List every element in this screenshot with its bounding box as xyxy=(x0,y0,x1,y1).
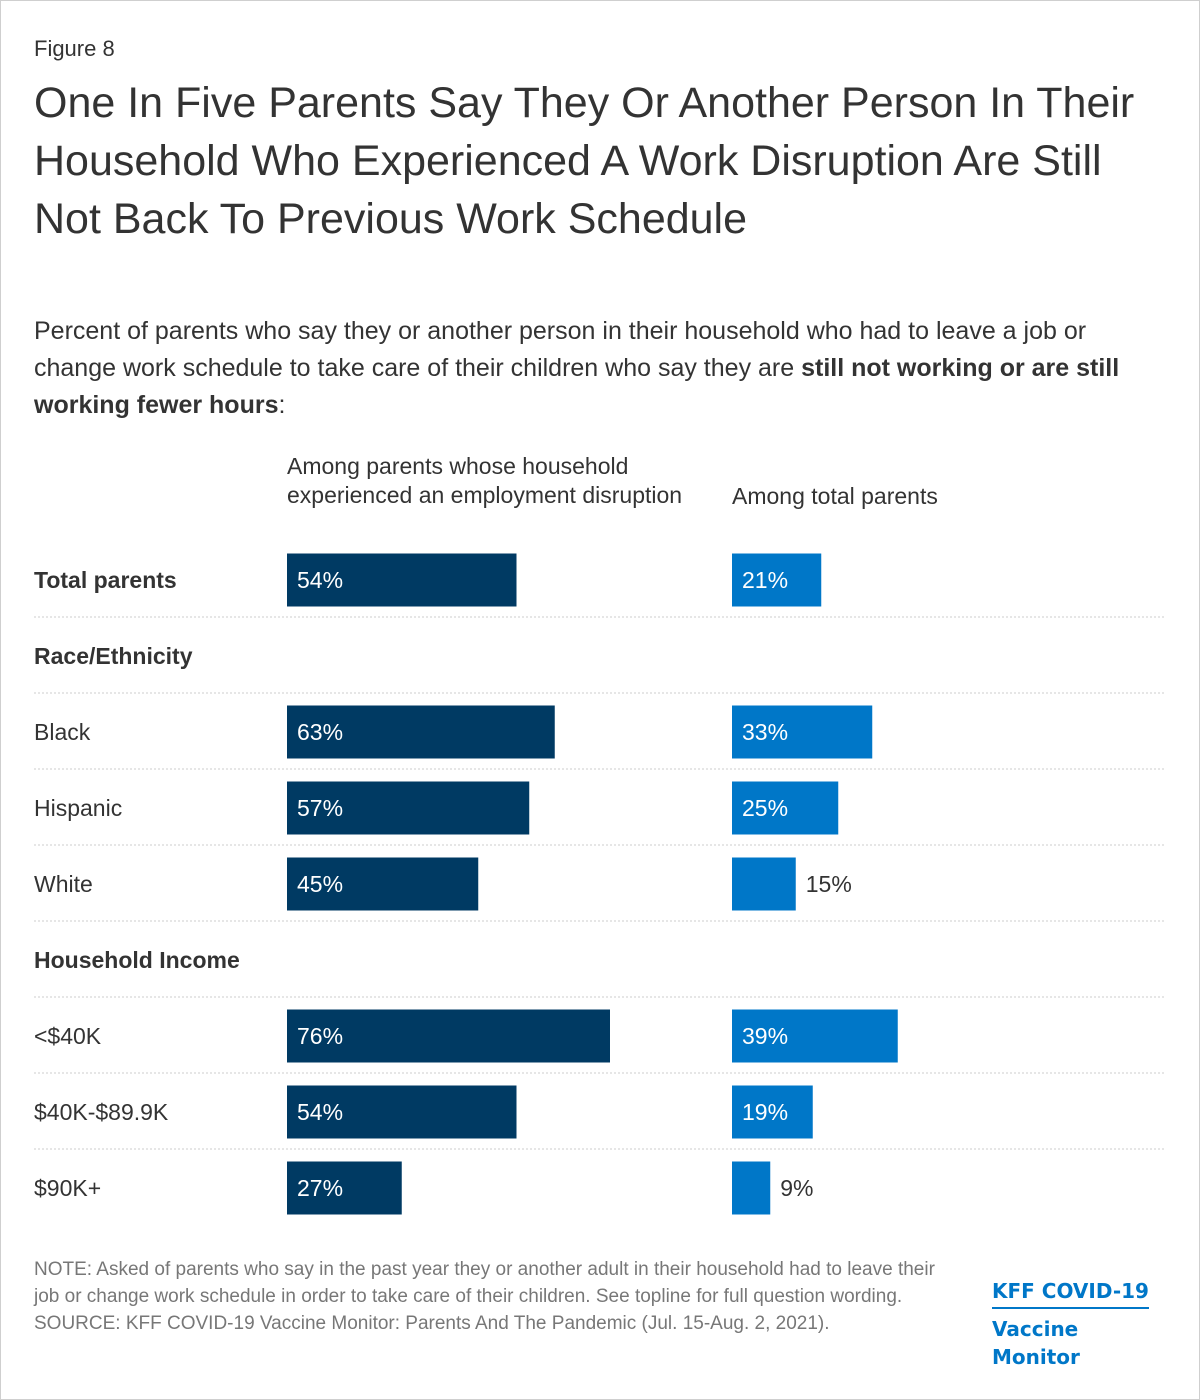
series-1-header: Among parents whose household experience… xyxy=(287,453,683,508)
bar-series-1 xyxy=(287,1161,402,1215)
data-label-series-1: 45% xyxy=(297,871,343,897)
data-label-series-2: 15% xyxy=(806,871,852,897)
bar-series-1 xyxy=(287,705,555,759)
data-label-series-2: 19% xyxy=(742,1099,788,1125)
row-label: Hispanic xyxy=(34,795,122,821)
bar-series-2 xyxy=(732,1085,813,1139)
data-label-series-2: 25% xyxy=(742,795,788,821)
bar-series-1 xyxy=(287,1085,517,1139)
data-label-series-2: 21% xyxy=(742,567,788,593)
data-label-series-2: 9% xyxy=(780,1175,813,1201)
data-label-series-1: 63% xyxy=(297,719,343,745)
data-label-series-1: 57% xyxy=(297,795,343,821)
logo-line-1: KFF COVID-19 xyxy=(992,1278,1149,1309)
kff-logo: KFF COVID-19 Vaccine Monitor xyxy=(992,1278,1172,1371)
bar-series-2 xyxy=(732,553,822,607)
data-label-series-2: 39% xyxy=(742,1023,788,1049)
bar-series-2 xyxy=(732,1161,771,1215)
bar-series-1 xyxy=(287,857,479,911)
bar-series-2 xyxy=(732,1009,898,1063)
subtitle-bold: still not working or are still working f… xyxy=(34,354,1120,419)
data-label-series-1: 27% xyxy=(297,1175,343,1201)
data-label-series-1: 54% xyxy=(297,567,343,593)
row-label: <$40K xyxy=(34,1023,102,1049)
chart-note: NOTE: Asked of parents who say in the pa… xyxy=(34,1256,964,1337)
data-label-series-1: 54% xyxy=(297,1099,343,1125)
subtitle-suffix: : xyxy=(278,391,286,419)
row-label: White xyxy=(34,871,93,897)
row-label: $40K-$89.9K xyxy=(34,1099,169,1125)
chart-subtitle: Percent of parents who say they or anoth… xyxy=(34,313,1164,424)
bar-series-2 xyxy=(732,705,873,759)
source-text: SOURCE: KFF COVID-19 Vaccine Monitor: Pa… xyxy=(34,1313,830,1334)
bar-series-2 xyxy=(732,857,796,911)
bar-series-1 xyxy=(287,553,517,607)
bar-series-2 xyxy=(732,781,839,835)
subtitle-prefix: Percent of parents who say they or anoth… xyxy=(34,317,1087,382)
note-text: NOTE: Asked of parents who say in the pa… xyxy=(34,1259,935,1307)
group-header-label: Household Income xyxy=(34,947,240,973)
bar-series-1 xyxy=(287,781,530,835)
data-label-series-2: 33% xyxy=(742,719,788,745)
row-label: Black xyxy=(34,719,91,745)
row-label: $90K+ xyxy=(34,1175,101,1201)
group-header-label: Race/Ethnicity xyxy=(34,643,193,669)
logo-line-2: Vaccine Monitor xyxy=(992,1317,1080,1369)
bar-series-1 xyxy=(287,1009,610,1063)
figure-label: Figure 8 xyxy=(34,36,115,61)
data-label-series-1: 76% xyxy=(297,1023,343,1049)
row-label: Total parents xyxy=(34,567,177,593)
chart-title: One In Five Parents Say They Or Another … xyxy=(34,79,1135,243)
series-2-header: Among total parents xyxy=(732,483,938,509)
